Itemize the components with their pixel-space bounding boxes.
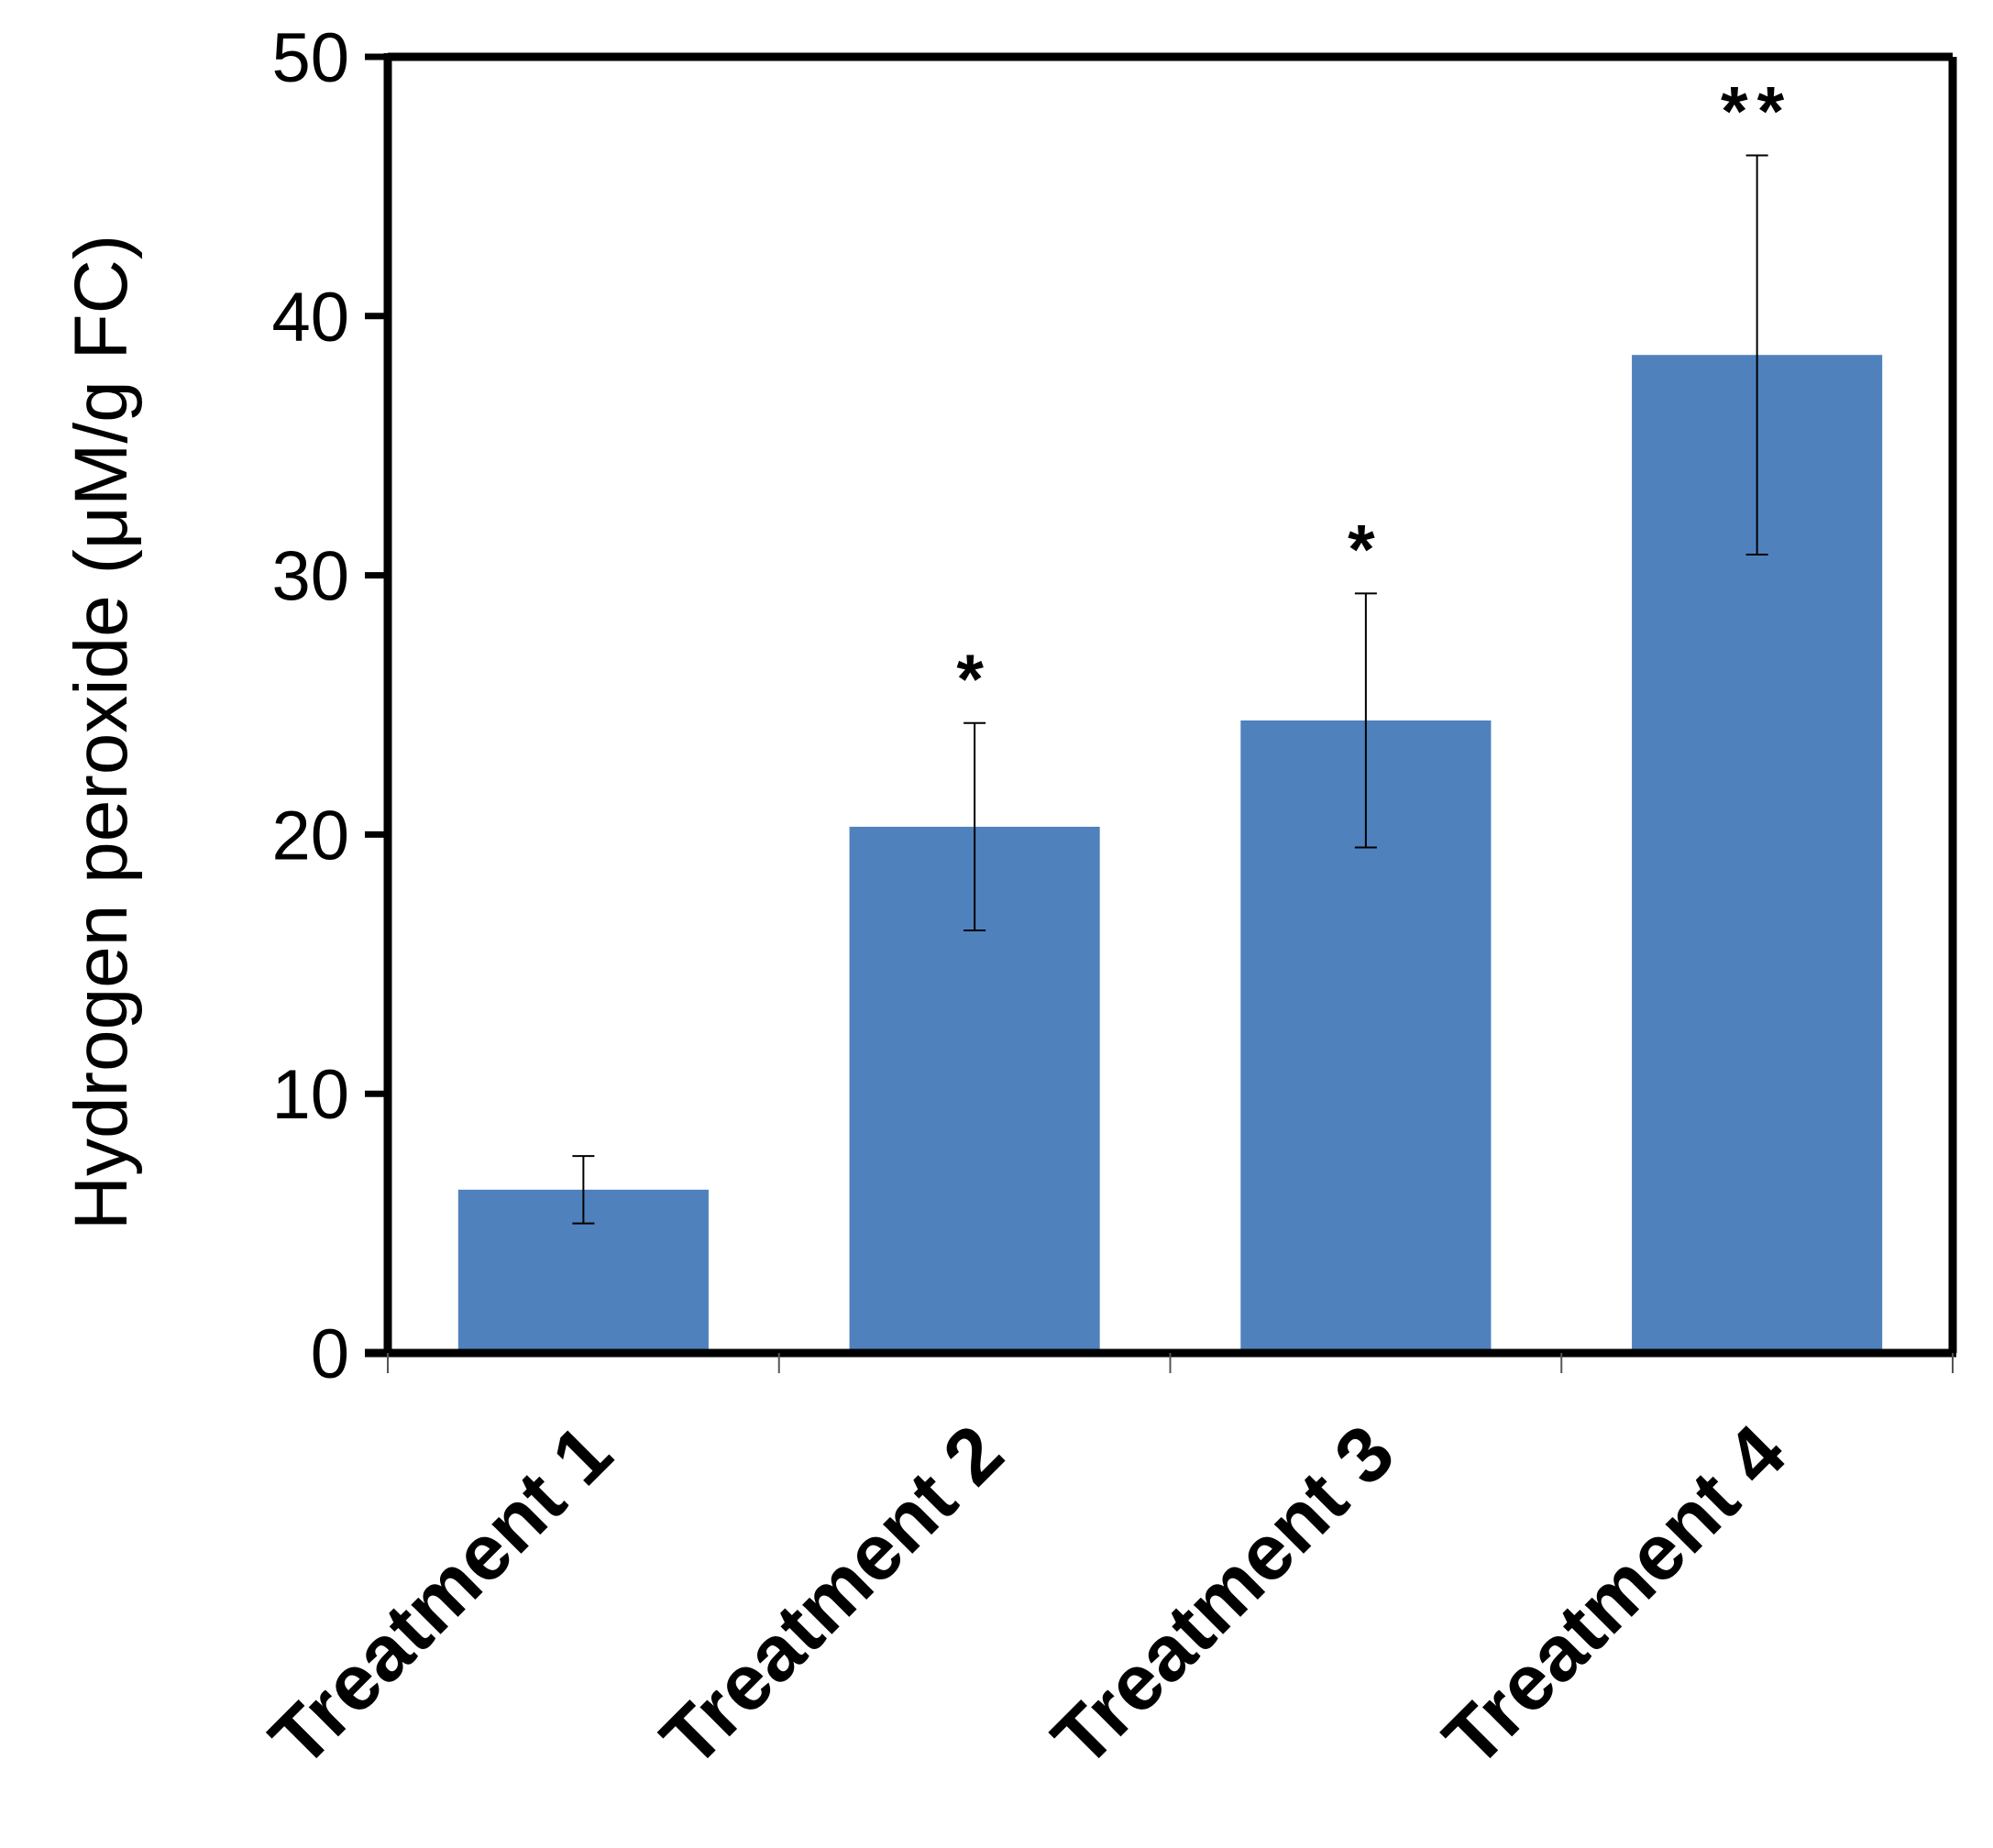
plot-frame [365,52,1957,1358]
x-tick-label: Treatment 2 [644,1409,1019,1784]
x-tick-label: Treatment 1 [254,1409,629,1784]
significance-label: ** [1721,72,1793,150]
y-tick-label: 20 [271,797,349,874]
y-axis-ticks: 0 10 20 30 40 50 [271,19,388,1393]
bars-group [457,355,1883,1354]
x-axis-ticks: Treatment 1 Treatment 2 Treatment 3 Treatme… [254,1353,1954,1784]
y-tick-label: 40 [271,279,349,357]
error-bars-group [572,154,1768,1225]
y-tick-label: 0 [311,1315,349,1393]
error-bar [1354,592,1377,849]
x-tick-label: Treatment 4 [1427,1408,1802,1783]
significance-label: * [1348,511,1384,588]
y-axis-title: Hydrogen peroxide (μM/g FC) [60,235,143,1230]
error-bar [572,1155,595,1225]
y-tick-label: 10 [271,1056,349,1134]
y-tick-label: 50 [271,19,349,97]
y-tick-label: 30 [271,538,349,616]
significance-label: * [956,641,993,719]
x-tick-label: Treatment 3 [1036,1409,1411,1784]
error-bar [963,721,986,932]
error-bar [1745,154,1768,556]
significance-annotations: **** [956,72,1793,719]
